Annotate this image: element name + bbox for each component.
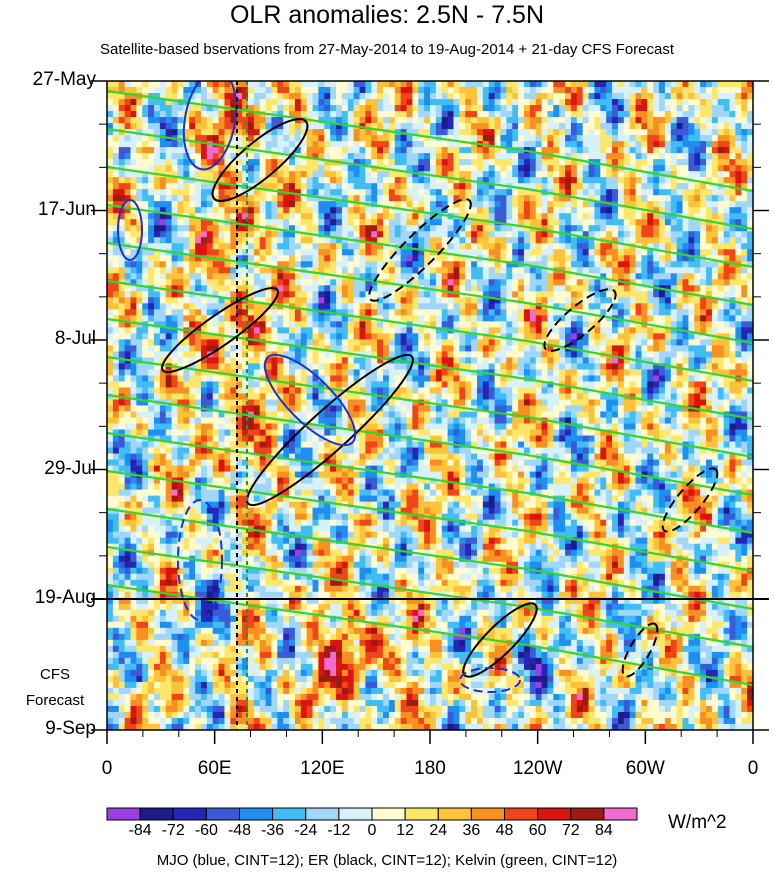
colorbar-unit: W/m^2 — [668, 812, 727, 833]
colorbar-swatch — [404, 807, 439, 821]
colorbar-label: 72 — [561, 822, 580, 839]
kelvin-contour — [107, 545, 753, 649]
er-contour — [462, 602, 538, 678]
footer-legend: MJO (blue, CINT=12); ER (black, CINT=12)… — [156, 852, 618, 869]
colorbar-swatch — [504, 807, 539, 821]
colorbar-label: 12 — [396, 822, 415, 839]
colorbar-label: -36 — [261, 822, 285, 839]
colorbar-swatch — [172, 807, 207, 821]
colorbar-label: -60 — [194, 822, 218, 839]
colorbar-label: -12 — [327, 822, 351, 839]
y-tick-label: 29-Jul — [44, 457, 96, 479]
mjo-contour — [263, 353, 357, 447]
colorbar-label: 36 — [462, 822, 481, 839]
chart-title: OLR anomalies: 2.5N - 7.5N — [229, 1, 545, 29]
er-contour — [543, 288, 617, 352]
x-tick-label: 0 — [747, 758, 759, 779]
kelvin-contour — [107, 89, 753, 193]
colorbar-swatch — [205, 807, 240, 821]
y-tick-label: 27-May — [32, 69, 96, 90]
plot-frame — [91, 80, 769, 744]
y-tick-label: 8-Jul — [54, 328, 96, 349]
colorbar-swatch — [106, 807, 141, 821]
chart-subtitle: Satellite-based bservations from 27-May-… — [99, 41, 675, 58]
colorbar-swatch — [239, 807, 274, 821]
colorbar-swatch — [272, 807, 307, 821]
mjo-contour — [182, 81, 238, 171]
y-tick-label: 19-Aug — [34, 587, 96, 608]
er-contour — [621, 622, 659, 678]
kelvin-contour — [107, 393, 753, 497]
mjo-contour — [117, 199, 143, 261]
colorbar-swatch — [470, 807, 505, 821]
colorbar-swatch — [437, 807, 472, 821]
colorbar-swatch — [603, 807, 638, 821]
y-tick-label: 9-Sep — [45, 718, 96, 739]
er-contour — [661, 467, 719, 533]
x-tick-label: 0 — [101, 758, 113, 779]
x-tick-label: 120W — [512, 758, 563, 779]
colorbar-label: -48 — [227, 822, 252, 839]
colorbar-label: -24 — [294, 822, 318, 839]
colorbar-swatch — [338, 807, 373, 821]
olr-anomaly-field — [107, 81, 753, 730]
x-tick-label: 180 — [414, 758, 446, 779]
colorbar-label: 60 — [528, 822, 547, 839]
x-tick-label: 60W — [625, 758, 665, 779]
colorbar — [106, 807, 638, 821]
colorbar-label: 48 — [495, 822, 514, 839]
colorbar-swatch — [537, 807, 572, 821]
er-contour — [368, 198, 472, 302]
y-tick-label: 17-Jun — [37, 198, 96, 220]
colorbar-swatch — [371, 807, 406, 821]
wave-contours — [107, 81, 753, 730]
colorbar-label: 84 — [594, 822, 613, 839]
x-tick-label: 120E — [300, 758, 345, 779]
mjo-contour — [459, 667, 521, 693]
colorbar-label: -84 — [128, 822, 152, 839]
er-contour — [161, 287, 279, 373]
er-contour — [211, 118, 309, 202]
x-tick-label: 60E — [197, 758, 232, 779]
mjo-contour — [177, 499, 223, 621]
forecast-label-line-2: Forecast — [25, 692, 85, 709]
colorbar-label: 24 — [429, 822, 448, 839]
colorbar-swatch — [305, 807, 340, 821]
colorbar-label: -72 — [161, 822, 185, 839]
kelvin-contour — [107, 241, 753, 345]
forecast-label-line-1: CFS — [40, 666, 70, 683]
colorbar-swatch — [570, 807, 605, 821]
colorbar-label: 0 — [367, 822, 377, 839]
colorbar-swatch — [139, 807, 174, 821]
